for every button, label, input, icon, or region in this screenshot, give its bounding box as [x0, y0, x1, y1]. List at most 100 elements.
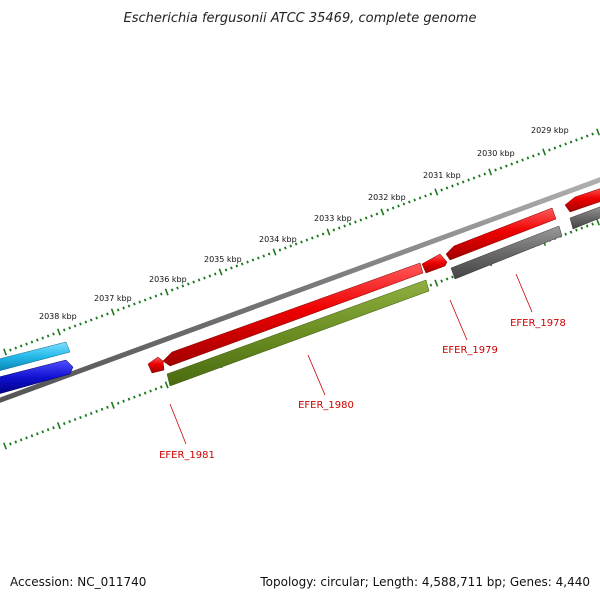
inner-track-minor-dot	[95, 409, 98, 413]
outer-track-major-tick	[434, 188, 439, 196]
gene-right-gray[interactable]	[569, 205, 600, 230]
gene-efer-1978[interactable]	[450, 225, 563, 280]
gene-cyan[interactable]	[0, 341, 71, 372]
inner-track-minor-dot	[445, 277, 449, 281]
outer-track-minor-dot	[575, 138, 578, 142]
outer-track-minor-dot	[332, 228, 336, 232]
outer-track-minor-dot	[106, 312, 109, 316]
outer-track-minor-dot	[510, 162, 514, 166]
outer-track-minor-dot	[580, 136, 584, 140]
outer-track-minor-dot	[429, 192, 433, 196]
outer-track-minor-dot	[154, 294, 158, 298]
outer-track-minor-dot	[251, 258, 255, 262]
inner-track-minor-dot	[429, 283, 433, 287]
tick-label-2029: 2029 kbp	[531, 126, 569, 135]
outer-track-minor-dot	[461, 180, 465, 184]
tick-label-2032: 2032 kbp	[368, 193, 406, 202]
outer-track-minor-dot	[526, 156, 530, 160]
tick-label-2031: 2031 kbp	[423, 171, 461, 180]
inner-track-minor-dot	[564, 232, 567, 236]
outer-scale-track	[3, 128, 600, 356]
outer-track-minor-dot	[413, 198, 417, 202]
outer-track-minor-dot	[300, 240, 303, 244]
inner-track-minor-dot	[143, 391, 147, 395]
gene-label-efer-1980: EFER_1980	[298, 400, 354, 411]
outer-track-minor-dot	[585, 134, 589, 138]
tick-label-2033: 2033 kbp	[314, 214, 352, 223]
outer-track-minor-dot	[321, 232, 325, 236]
inner-track-major-tick	[596, 218, 600, 226]
inner-track-minor-dot	[154, 387, 158, 391]
inner-track-minor-dot	[36, 432, 39, 436]
inner-track-minor-dot	[585, 224, 589, 228]
outer-track-minor-dot	[208, 274, 212, 278]
gene-efer-1980-red[interactable]	[162, 262, 424, 367]
outer-track-minor-dot	[456, 182, 460, 186]
inner-track-minor-dot	[149, 389, 152, 393]
outer-track-minor-dot	[440, 188, 443, 192]
outer-track-minor-dot	[197, 278, 201, 282]
outer-track-minor-dot	[337, 226, 341, 230]
gene-efer-1981[interactable]	[147, 356, 165, 374]
outer-track-minor-dot	[9, 348, 12, 352]
gene-blue[interactable]	[0, 359, 74, 395]
outer-track-minor-dot	[84, 320, 88, 324]
inner-track-minor-dot	[9, 442, 12, 446]
outer-track-minor-dot	[472, 176, 476, 180]
outer-track-minor-dot	[138, 300, 142, 304]
outer-track-minor-dot	[46, 334, 50, 338]
inner-track-minor-dot	[89, 411, 93, 415]
outer-track-minor-dot	[192, 280, 195, 284]
gene-efer-1980[interactable]	[166, 279, 430, 387]
gene-efer-1979[interactable]	[421, 253, 448, 274]
inner-track-major-tick	[56, 422, 61, 430]
outer-track-minor-dot	[364, 216, 368, 220]
gene-efer-1978-red[interactable]	[445, 207, 557, 261]
inner-track-major-tick	[110, 401, 115, 409]
inner-track-minor-dot	[19, 438, 23, 442]
outer-track-minor-dot	[176, 286, 179, 290]
outer-track-minor-dot	[483, 172, 487, 176]
scale-labels: 2029 kbp 2030 kbp 2031 kbp 2032 kbp 2033…	[39, 126, 569, 321]
inner-track-minor-dot	[25, 436, 28, 440]
inner-track-minor-dot	[591, 222, 594, 226]
outer-track-minor-dot	[203, 276, 206, 280]
outer-track-major-tick	[3, 348, 7, 356]
outer-track-minor-dot	[127, 304, 131, 308]
outer-track-major-tick	[272, 248, 277, 256]
outer-track-minor-dot	[532, 154, 535, 158]
inner-track-minor-dot	[41, 430, 45, 434]
outer-track-minor-dot	[348, 222, 352, 226]
outer-track-minor-dot	[370, 214, 373, 218]
inner-track-minor-dot	[580, 226, 584, 230]
inner-track-minor-dot	[79, 415, 82, 420]
inner-track-minor-dot	[73, 417, 77, 422]
outer-track-minor-dot	[213, 272, 217, 276]
outer-track-minor-dot	[478, 174, 481, 178]
outer-track-minor-dot	[267, 252, 271, 256]
outer-track-major-tick	[542, 148, 547, 156]
tick-label-2038: 2038 kbp	[39, 312, 77, 321]
tick-label-2030: 2030 kbp	[477, 149, 515, 158]
outer-track-minor-dot	[181, 284, 185, 288]
outer-track-minor-dot	[548, 148, 551, 152]
gene-right-red[interactable]	[564, 187, 600, 213]
gene-label-efer-1981: EFER_1981	[159, 450, 215, 461]
outer-track-minor-dot	[515, 160, 519, 164]
outer-track-minor-dot	[63, 328, 66, 332]
inner-track-major-tick	[434, 279, 439, 287]
outer-track-minor-dot	[564, 142, 567, 146]
genome-backbone	[0, 177, 600, 403]
outer-track-minor-dot	[310, 236, 314, 240]
tick-label-2037: 2037 kbp	[94, 294, 132, 303]
outer-track-major-tick	[326, 228, 331, 236]
outer-track-minor-dot	[386, 208, 390, 212]
outer-track-minor-dot	[499, 166, 503, 170]
inner-track-minor-dot	[30, 434, 34, 438]
outer-track-minor-dot	[494, 168, 497, 172]
outer-track-minor-dot	[316, 234, 319, 238]
outer-track-minor-dot	[36, 338, 39, 342]
outer-track-minor-dot	[41, 336, 45, 340]
outer-track-major-tick	[488, 168, 493, 176]
outer-track-minor-dot	[230, 266, 233, 270]
